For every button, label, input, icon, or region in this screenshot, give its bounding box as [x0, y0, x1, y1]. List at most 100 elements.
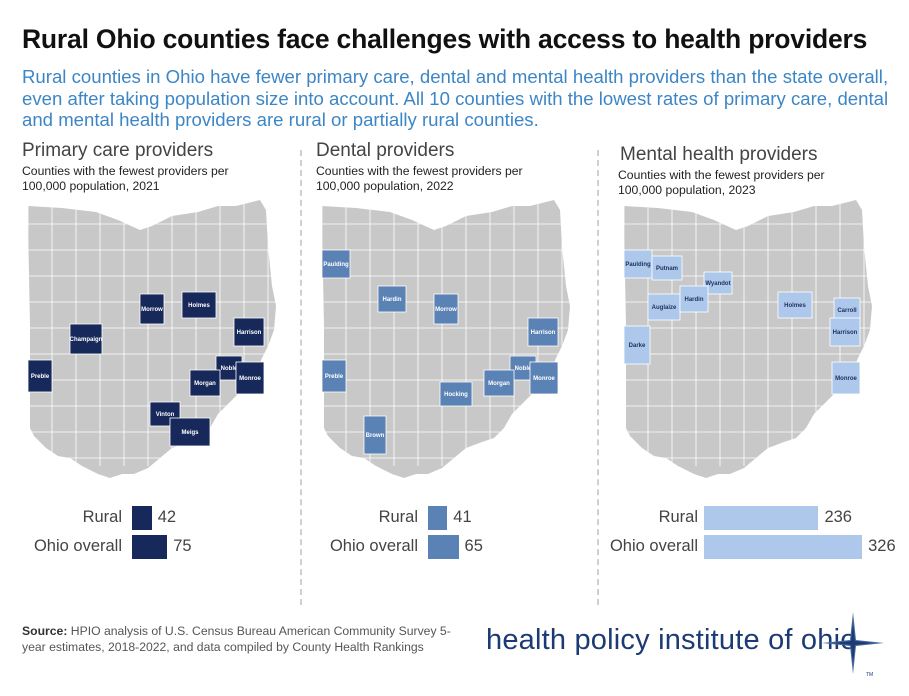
ohio-outline [322, 200, 570, 478]
county-label: Auglaize [652, 305, 677, 311]
source-text: HPIO analysis of U.S. Census Bureau Amer… [22, 624, 451, 654]
county-label: Brown [366, 433, 385, 439]
page-title: Rural Ohio counties face challenges with… [22, 24, 868, 54]
county-harrison [829, 317, 861, 347]
ohio-map: PauldingHardinMorrowHarrisonPrebleNobleM… [321, 200, 570, 478]
bar-value-label: 236 [824, 508, 852, 526]
county-label: Vinton [156, 412, 175, 418]
panel-title: Mental health providers [620, 144, 818, 165]
county-label: Monroe [533, 376, 555, 382]
county-label: Meigs [181, 430, 199, 436]
county-auglaize [647, 293, 681, 321]
county-label: Hocking [444, 392, 468, 398]
highlighted-counties: PauldingHardinMorrowHarrisonPrebleNobleM… [321, 249, 559, 455]
bar-value-label: 42 [157, 508, 177, 526]
county-monroe [831, 361, 861, 395]
panel-subtitle: Counties with the fewest providers per 1… [618, 168, 825, 197]
ohio-map: Preble Champaign Morrow Holmes Harrison Noble… [27, 200, 276, 478]
county-paulding [321, 249, 351, 279]
bar-value-label: 326 [868, 537, 896, 555]
bar-value-label: 41 [453, 508, 472, 526]
ohio-map: Paulding Putnam Wyandot Auglaize Hardin Holme… [623, 200, 872, 478]
county-label: Preble [325, 374, 344, 380]
county-label: Noble [221, 366, 238, 372]
county-label: Wyandot [705, 281, 730, 287]
panel-subtitle: Counties with the fewest providers per 1… [22, 164, 229, 193]
county-darke [623, 325, 651, 365]
county-meigs [169, 417, 211, 447]
highlighted-counties: Paulding Putnam Wyandot Auglaize Hardin Holme… [623, 249, 861, 395]
county-label: Morgan [488, 381, 510, 387]
bar-category-label: Ohio overall [609, 537, 698, 555]
county-label: Morrow [435, 307, 457, 313]
ohio-outline [28, 200, 276, 478]
county-label: Paulding [323, 262, 349, 268]
bar-rural [132, 506, 152, 530]
panel-title: Dental providers [316, 140, 455, 161]
county-hocking [439, 381, 473, 407]
divider-left [300, 150, 302, 605]
bar-category-label: Rural [378, 508, 418, 526]
highlighted-counties: Preble Champaign Morrow Holmes Harrison Noble… [27, 291, 265, 447]
county-holmes [181, 291, 217, 319]
county-label: Harrison [833, 330, 858, 336]
panel-dental: Dental providers Counties with the fewes… [316, 140, 606, 600]
bar-value-label: 65 [464, 537, 483, 555]
county-champaign [69, 323, 103, 355]
bar-chart: Rural 236 Ohio overall 326 [610, 506, 908, 576]
county-label: Harrison [237, 330, 262, 336]
page-subtitle: Rural counties in Ohio have fewer primar… [22, 66, 889, 130]
county-morgan [483, 369, 515, 397]
county-label: Noble [515, 366, 532, 372]
compass-star-icon [822, 612, 884, 674]
county-morgan [189, 369, 221, 397]
bar-chart: Rural 41 Ohio overall 65 [316, 506, 606, 576]
panel-primary-care: Primary care providers Counties with the… [22, 140, 312, 600]
county-putnam [651, 255, 683, 281]
bar-category-label: Ohio overall [33, 537, 122, 555]
county-label: Paulding [625, 262, 651, 268]
county-hardin [679, 285, 709, 313]
county-hardin [377, 285, 407, 313]
bar-ohio-overall [704, 535, 863, 559]
county-preble [321, 359, 347, 393]
county-morrow [139, 293, 165, 325]
county-harrison [233, 317, 265, 347]
bar-chart: Rural 42 Ohio overall 75 [22, 506, 312, 576]
source-note: Source: HPIO analysis of U.S. Census Bur… [22, 624, 472, 655]
bar-category-label: Rural [658, 508, 698, 526]
county-grid [624, 200, 872, 466]
county-preble [27, 359, 53, 393]
bar-category-label: Ohio overall [329, 537, 418, 555]
bar-rural [428, 506, 448, 530]
county-label: Darke [629, 343, 646, 349]
brand-logo-text: health policy institute of ohio [486, 624, 857, 656]
bar-ohio-overall [428, 535, 459, 559]
county-label: Putnam [656, 266, 678, 272]
county-label: Hardin [382, 297, 401, 303]
county-morrow [433, 293, 459, 325]
panel-mental-health: Mental health providers Counties with th… [610, 140, 908, 600]
county-label: Morgan [194, 381, 216, 387]
county-label: Monroe [835, 376, 857, 382]
bar-category-label: Rural [82, 508, 122, 526]
divider-right [597, 150, 599, 605]
county-harrison [527, 317, 559, 347]
bar-rural [704, 506, 819, 530]
county-holmes [777, 291, 813, 319]
county-label: Harrison [531, 330, 556, 336]
panel-subtitle: Counties with the fewest providers per 1… [316, 164, 523, 193]
ohio-outline [624, 200, 872, 478]
county-label: Carroll [837, 308, 857, 314]
county-wyandot [703, 271, 733, 295]
county-label: Holmes [784, 303, 806, 309]
county-monroe [529, 361, 559, 395]
source-label: Source: [22, 624, 68, 638]
bar-value-label: 75 [173, 537, 192, 555]
county-label: Monroe [239, 376, 261, 382]
county-brown [363, 415, 387, 455]
county-label: Preble [31, 374, 50, 380]
panel-title: Primary care providers [22, 140, 214, 161]
county-label: Morrow [141, 307, 163, 313]
county-label: Hardin [684, 297, 703, 303]
